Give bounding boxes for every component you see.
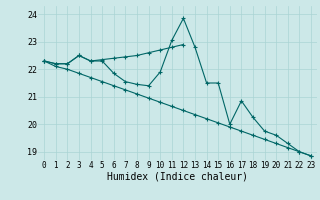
X-axis label: Humidex (Indice chaleur): Humidex (Indice chaleur) bbox=[107, 172, 248, 182]
